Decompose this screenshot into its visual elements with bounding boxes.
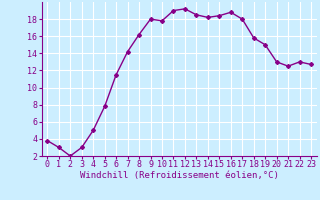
- X-axis label: Windchill (Refroidissement éolien,°C): Windchill (Refroidissement éolien,°C): [80, 171, 279, 180]
